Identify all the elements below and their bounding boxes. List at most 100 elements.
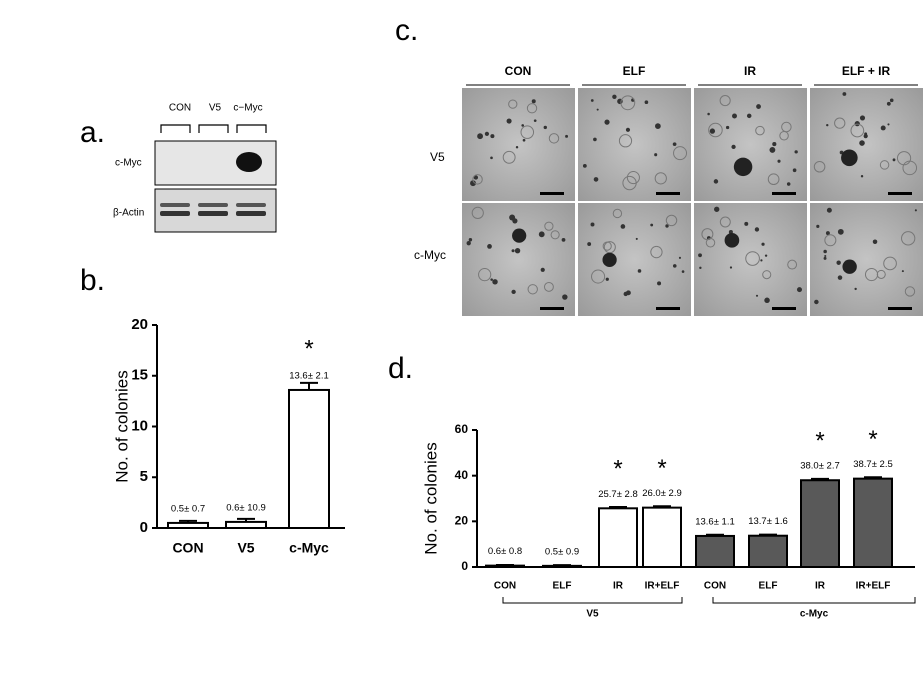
cell — [593, 137, 597, 142]
cell — [487, 244, 492, 249]
bar — [288, 388, 330, 529]
cell-ring — [602, 241, 612, 251]
y-tick-label: 0 — [461, 559, 468, 573]
x-tick-label: CON — [704, 581, 726, 592]
cell — [490, 134, 495, 139]
cell — [786, 182, 791, 186]
column-label: ELF + IR — [842, 64, 891, 78]
scale-bar — [540, 192, 564, 195]
x-tick-label: ELF — [553, 581, 572, 592]
cell-ring — [896, 151, 912, 166]
scale-bar — [656, 192, 680, 195]
micrograph — [578, 203, 691, 316]
error-bar — [811, 477, 829, 481]
cell — [863, 133, 868, 139]
cell — [772, 142, 777, 147]
cell-ring — [472, 174, 483, 185]
cell — [561, 237, 566, 242]
cell-ring — [612, 208, 623, 219]
bar — [642, 506, 682, 568]
x-tick-label: c-Myc — [289, 540, 329, 556]
bar — [853, 477, 893, 569]
cell — [837, 275, 843, 280]
y-tick-label: 60 — [455, 422, 469, 436]
cell — [914, 209, 917, 212]
significance-marker: * — [613, 456, 622, 483]
cell — [657, 281, 662, 286]
cell-ring — [622, 175, 637, 191]
y-tick-label: 10 — [131, 417, 148, 434]
cell — [511, 289, 516, 295]
y-tick-label: 40 — [455, 468, 469, 482]
group-bracket — [712, 597, 916, 604]
cell — [886, 101, 891, 106]
y-tick-label: 5 — [140, 468, 148, 485]
error-bar — [300, 381, 318, 390]
cell — [637, 269, 642, 273]
colony — [841, 149, 858, 167]
error-bar — [653, 505, 671, 508]
cell — [901, 270, 904, 273]
micrograph — [694, 203, 807, 316]
cell-ring — [508, 99, 518, 109]
y-tick-label: 20 — [455, 514, 469, 528]
cell-ring — [471, 206, 484, 220]
cell — [612, 94, 617, 100]
significance-marker: * — [304, 335, 313, 362]
cell — [590, 99, 594, 102]
value-label: 13.6± 2.1 — [289, 370, 329, 381]
cell — [754, 227, 760, 232]
cell — [889, 98, 894, 103]
cell-ring — [901, 231, 916, 246]
cell — [470, 180, 476, 187]
cell — [699, 266, 702, 270]
x-tick-label: CON — [172, 540, 203, 556]
column-label: ELF — [623, 64, 646, 78]
cell — [593, 177, 599, 182]
error-bar — [237, 517, 255, 522]
cell-ring — [548, 133, 560, 144]
cell — [466, 241, 471, 246]
cell — [887, 123, 890, 126]
cell — [729, 266, 733, 269]
scale-bar — [540, 307, 564, 310]
error-bar — [609, 505, 627, 509]
x-tick-label: V5 — [237, 540, 254, 556]
cell — [816, 224, 820, 228]
x-tick-label: IR+ELF — [645, 581, 680, 592]
cell — [823, 256, 827, 260]
cell — [533, 119, 537, 123]
value-label: 0.6± 10.9 — [226, 502, 266, 513]
cell-ring — [708, 122, 723, 138]
error-bar — [706, 533, 724, 536]
cell-ring — [824, 234, 837, 247]
cell — [814, 299, 819, 305]
cell-ring — [883, 256, 897, 271]
cell-ring — [762, 270, 772, 280]
cell — [473, 175, 479, 180]
panel-label: d. — [388, 352, 413, 385]
row-label: β-Actin — [113, 208, 144, 219]
y-axis-label: No. of colonies — [421, 442, 440, 554]
panel-label: b. — [80, 264, 105, 297]
cell — [744, 221, 749, 226]
error-bar — [864, 476, 882, 479]
panel-label: c. — [395, 14, 418, 47]
micrograph — [462, 203, 575, 316]
cell — [761, 242, 765, 246]
cell — [707, 112, 710, 116]
scale-bar — [888, 192, 912, 195]
colony — [724, 233, 740, 248]
cell-ring — [879, 160, 890, 170]
cell-ring — [719, 216, 731, 228]
cell — [792, 168, 797, 173]
cell — [512, 218, 518, 224]
significance-marker: * — [657, 455, 666, 482]
cell — [823, 249, 827, 254]
cell-ring — [719, 95, 731, 107]
bar — [598, 507, 638, 568]
cell-ring — [834, 117, 846, 129]
cell — [596, 108, 599, 111]
significance-marker: * — [815, 428, 824, 455]
